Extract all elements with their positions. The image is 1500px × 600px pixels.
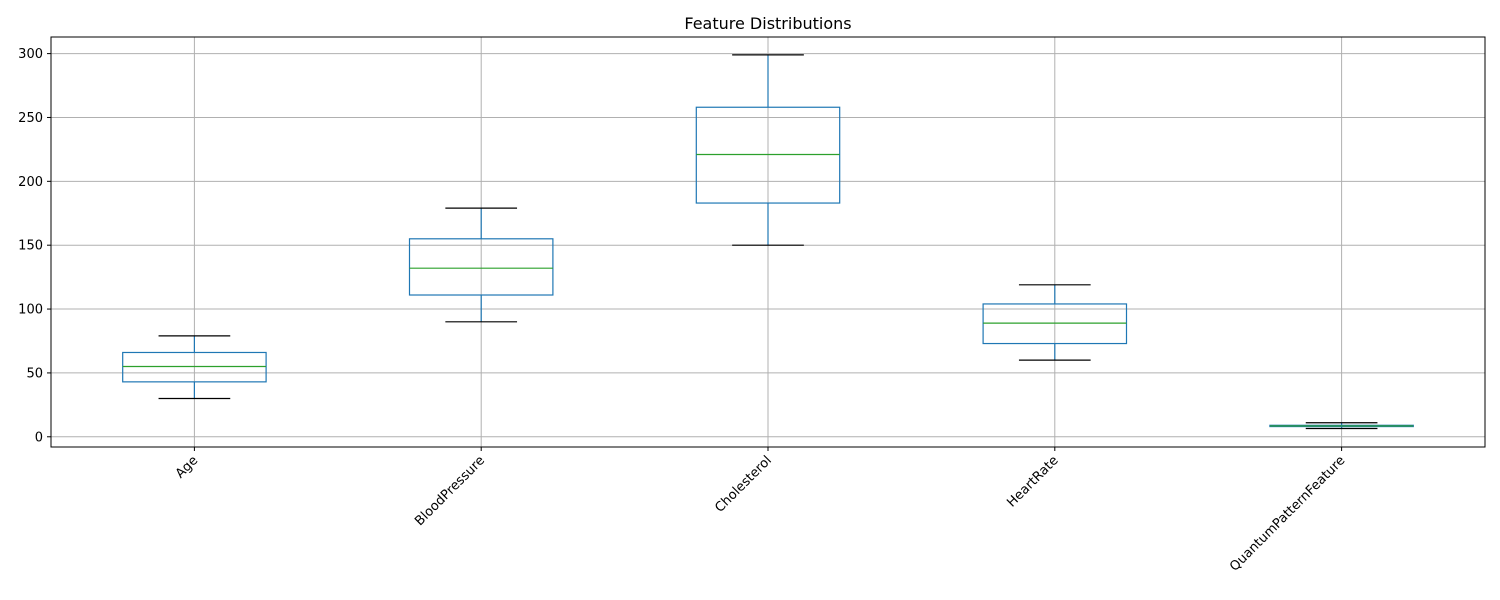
iqr-box (982, 303, 1128, 345)
box-heartrate (982, 284, 1128, 361)
y-tick-label-0: 0 (35, 430, 43, 445)
x-tick-label-heartrate: HeartRate (1004, 453, 1061, 510)
iqr-box (408, 238, 554, 296)
y-tick-label-100: 100 (18, 303, 43, 318)
iqr-box (122, 351, 267, 383)
box-bloodpressure (408, 207, 554, 323)
grid-lines (51, 37, 1485, 447)
box-quantumpatternfeature (1269, 422, 1414, 430)
chart-title: Feature Distributions (684, 14, 851, 33)
iqr-box (695, 106, 841, 204)
boxes (122, 54, 1414, 430)
y-tick-label-200: 200 (18, 175, 43, 190)
y-tick-label-150: 150 (18, 239, 43, 254)
y-tick-label-50: 50 (26, 366, 43, 381)
x-tick-label-cholesterol: Cholesterol (712, 453, 774, 515)
x-tick-label-quantumpatternfeature: QuantumPatternFeature (1227, 453, 1348, 574)
x-tick-label-age: Age (173, 453, 201, 481)
y-tick-label-300: 300 (18, 47, 43, 62)
y-axis-ticks: 0 50 100 150 200 250 300 (18, 47, 51, 445)
box-age (122, 335, 267, 400)
x-tick-label-bloodpressure: BloodPressure (412, 453, 488, 529)
y-tick-label-250: 250 (18, 111, 43, 126)
box-cholesterol (695, 54, 841, 246)
x-axis-ticks: Age BloodPressure Cholesterol HeartRate Quan… (173, 447, 1348, 575)
